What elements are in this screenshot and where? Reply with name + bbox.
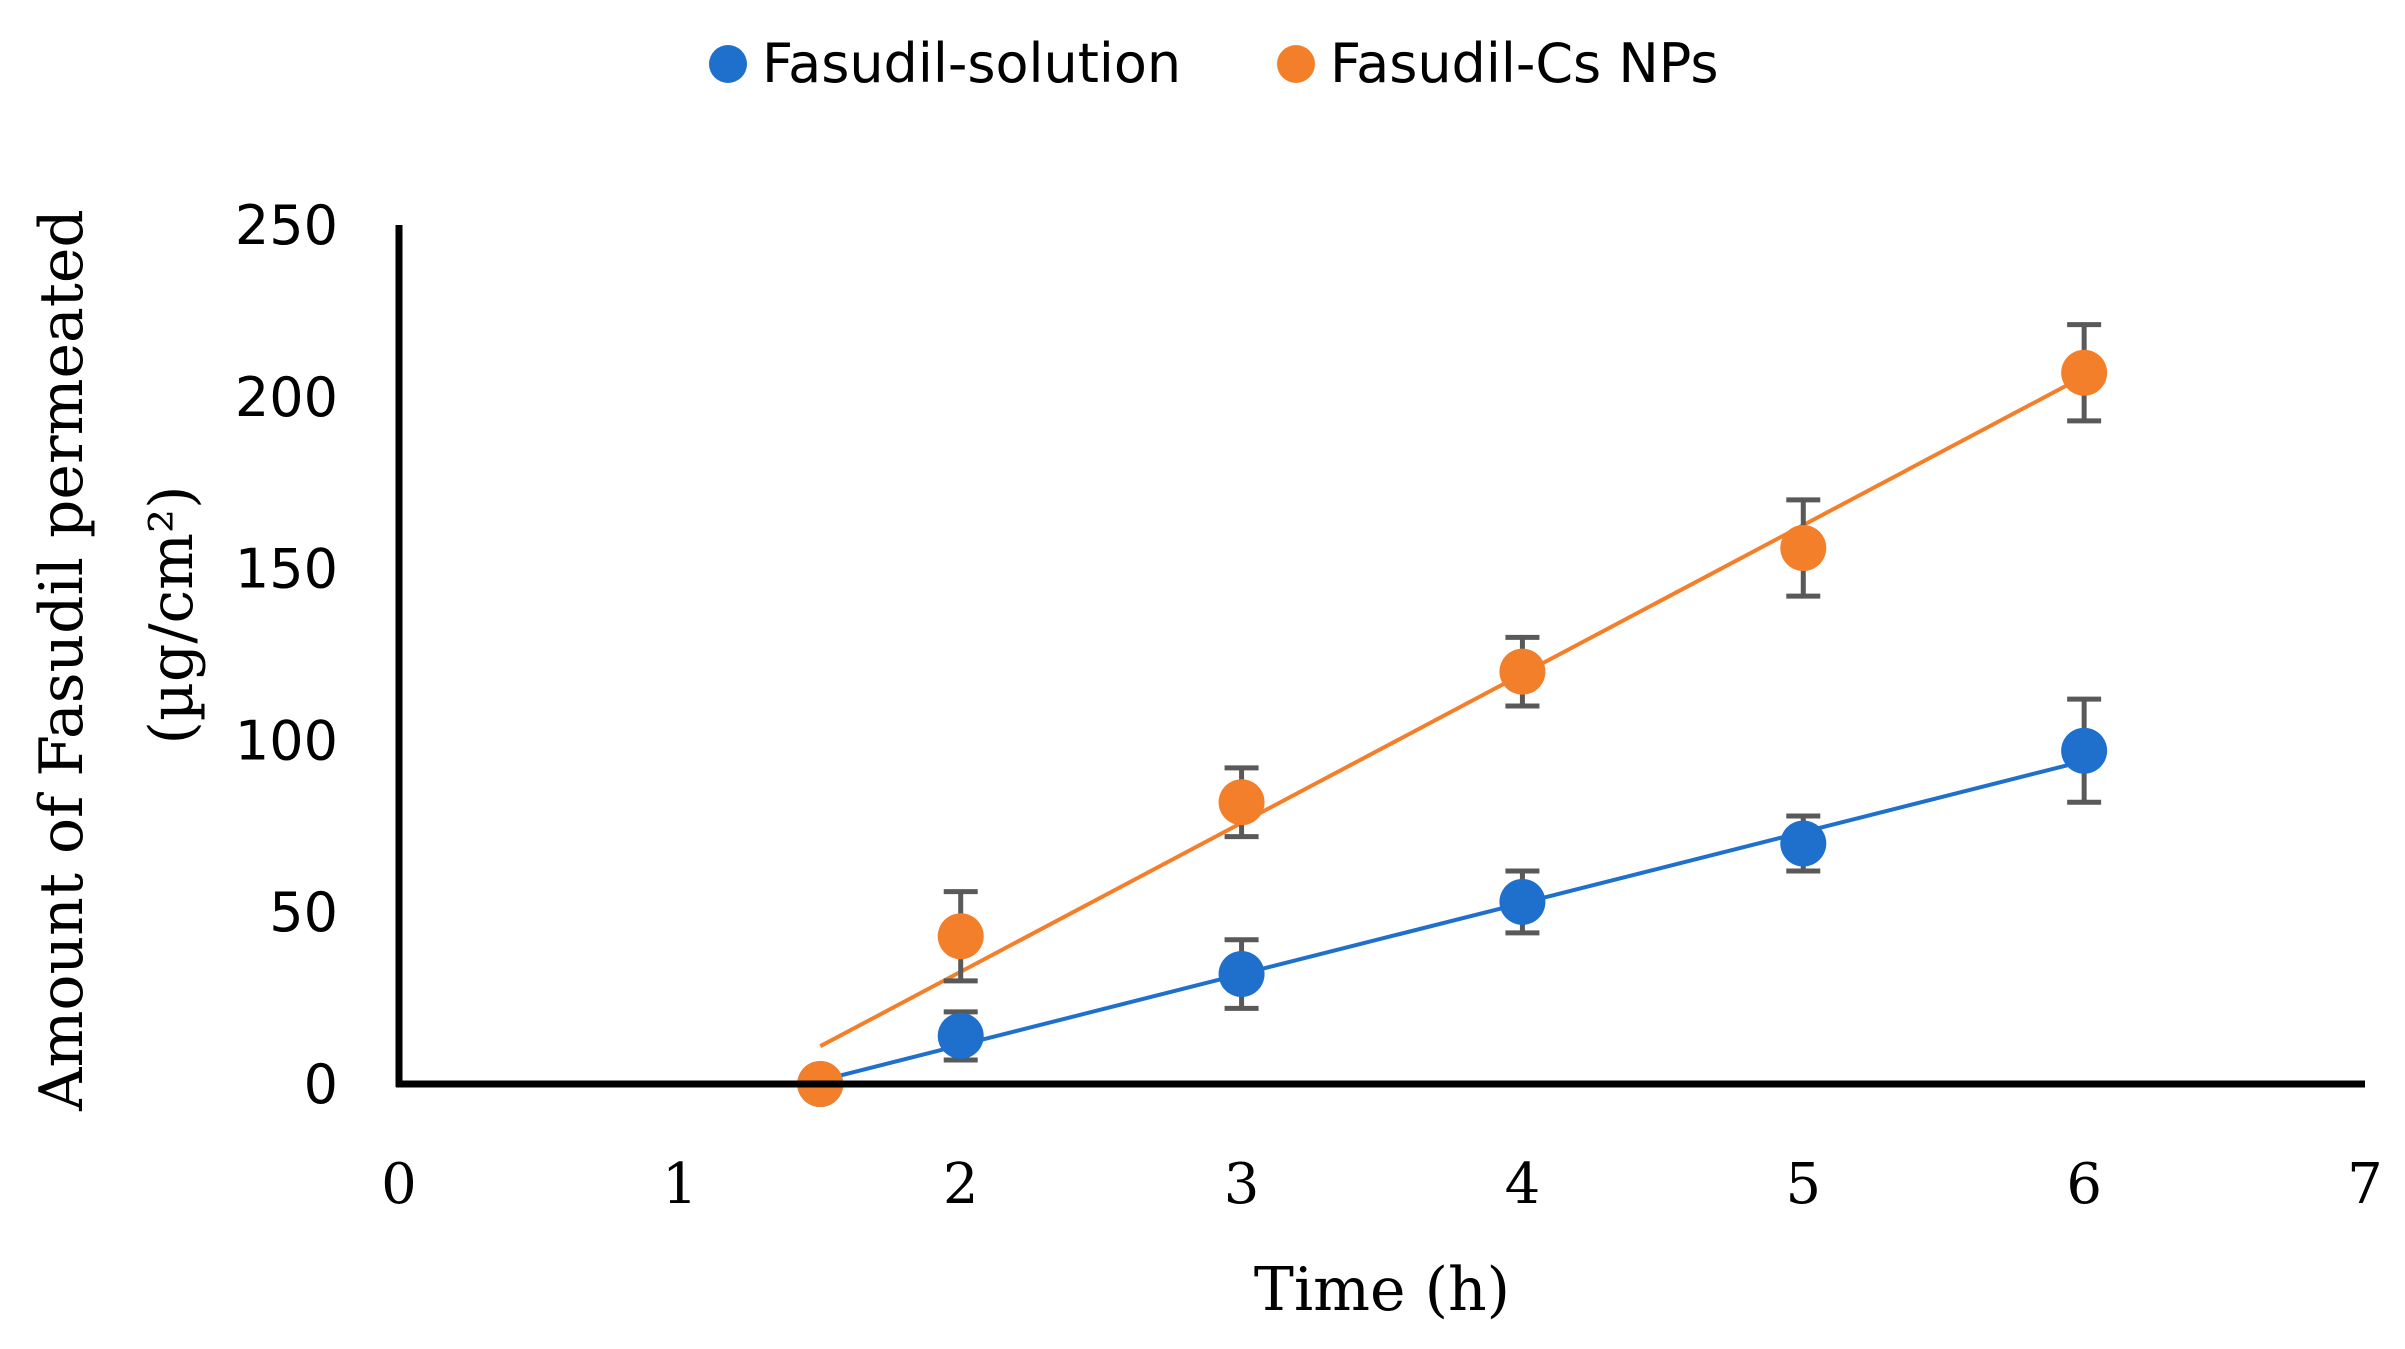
- data-point-fasudil-solution-3: [1499, 878, 1546, 925]
- legend-marker-fasudil-cs-nps: [1277, 45, 1315, 83]
- data-point-fasudil-cs-nps-3: [1499, 648, 1546, 695]
- y-tick-label-200: 200: [235, 366, 338, 429]
- x-tick-label-1: 1: [662, 1152, 698, 1217]
- x-tick-labels: 0 1 2 3 4 5 6 7: [381, 1152, 2383, 1217]
- data-point-fasudil-solution-1: [937, 1012, 984, 1059]
- data-point-fasudil-cs-nps-2: [1218, 779, 1265, 826]
- x-tick-label-2: 2: [943, 1152, 979, 1217]
- legend: Fasudil-solution Fasudil-Cs NPs: [709, 32, 1718, 95]
- y-axis-unit: (µg/cm²): [137, 486, 207, 745]
- y-tick-label-0: 0: [304, 1053, 338, 1116]
- data-point-fasudil-solution-4: [1780, 820, 1827, 867]
- y-axis-title: Amount of Fasudil permeated: [27, 209, 97, 1112]
- trendline-fasudil-solution: [819, 759, 2085, 1083]
- x-tick-label-4: 4: [1505, 1152, 1541, 1217]
- trendline-fasudil-cs-nps: [819, 374, 2086, 1048]
- y-tick-label-100: 100: [235, 709, 338, 772]
- x-tick-label-7: 7: [2347, 1152, 2383, 1217]
- x-tick-label-3: 3: [1224, 1152, 1260, 1217]
- y-tick-label-250: 250: [235, 194, 338, 257]
- y-tick-label-150: 150: [235, 538, 338, 601]
- legend-marker-fasudil-solution: [709, 45, 747, 83]
- data-point-fasudil-cs-nps-4: [1780, 524, 1827, 571]
- trendlines: [819, 374, 2086, 1083]
- data-point-fasudil-solution-5: [2061, 727, 2108, 774]
- data-point-fasudil-cs-nps-5: [2061, 349, 2108, 396]
- x-tick-label-5: 5: [1785, 1152, 1821, 1217]
- x-tick-label-6: 6: [2066, 1152, 2102, 1217]
- x-tick-label-0: 0: [381, 1152, 417, 1217]
- legend-label-fasudil-cs-nps: Fasudil-Cs NPs: [1330, 32, 1718, 95]
- data-point-fasudil-cs-nps-1: [937, 913, 984, 960]
- data-point-fasudil-solution-2: [1218, 951, 1265, 998]
- y-tick-labels: 0 50 100 150 200 250: [235, 194, 338, 1116]
- data-points: [797, 349, 2108, 1107]
- x-axis-title: Time (h): [1254, 1255, 1510, 1325]
- legend-label-fasudil-solution: Fasudil-solution: [762, 32, 1181, 95]
- y-tick-label-50: 50: [269, 881, 338, 944]
